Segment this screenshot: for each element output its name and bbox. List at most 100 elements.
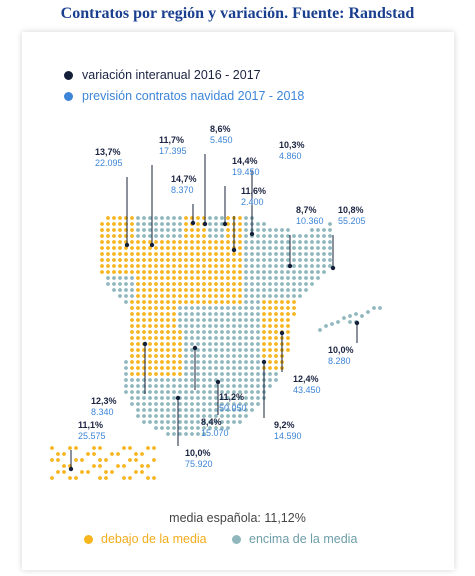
legend-above: encima de la media	[232, 532, 357, 546]
map-dot	[154, 354, 158, 358]
map-dot	[238, 378, 242, 382]
map-dot	[280, 300, 284, 304]
map-dot	[316, 252, 320, 256]
map-dot	[154, 360, 158, 364]
map-dot	[172, 234, 176, 238]
map-dot	[256, 270, 260, 274]
map-dot	[112, 276, 116, 280]
map-dot	[238, 420, 242, 424]
map-dot	[244, 240, 248, 244]
map-dot	[328, 246, 332, 250]
map-dot	[250, 342, 254, 346]
map-dot	[142, 288, 146, 292]
map-dot	[208, 234, 212, 238]
map-dot	[172, 216, 176, 220]
map-dot	[268, 318, 272, 322]
map-dot	[118, 294, 122, 298]
map-dot	[220, 228, 224, 232]
map-dot	[238, 342, 242, 346]
map-dot	[202, 342, 206, 346]
map-dot	[142, 282, 146, 286]
map-dot	[328, 264, 332, 268]
map-dot	[190, 414, 194, 418]
map-dot	[286, 252, 290, 256]
map-dot	[142, 402, 146, 406]
map-dot	[130, 300, 134, 304]
map-dot	[124, 282, 128, 286]
map-dot	[232, 420, 236, 424]
map-dot	[202, 270, 206, 274]
map-dot	[268, 342, 272, 346]
map-dot	[172, 414, 176, 418]
map-dot	[184, 300, 188, 304]
legend-variation-label: variación interanual 2016 - 2017	[82, 68, 261, 82]
map-dot	[154, 252, 158, 256]
map-dot	[214, 294, 218, 298]
map-dot	[208, 276, 212, 280]
map-dot	[190, 252, 194, 256]
region-variation-label: 14,7%	[171, 174, 197, 184]
map-dot	[202, 264, 206, 268]
map-dot	[178, 270, 182, 274]
map-dot	[130, 312, 134, 316]
map-dot	[160, 276, 164, 280]
map-dot	[268, 288, 272, 292]
map-dot	[268, 330, 272, 334]
map-dot	[130, 234, 134, 238]
map-dot	[178, 246, 182, 250]
map-dot	[208, 264, 212, 268]
region-forecast-label: 17.395	[159, 146, 187, 156]
map-dot	[292, 300, 296, 304]
map-dot	[172, 408, 176, 412]
map-dot	[220, 402, 224, 406]
map-dot	[298, 240, 302, 244]
region-forecast-label: 43.450	[293, 385, 321, 395]
map-dot	[310, 264, 314, 268]
map-dot	[124, 372, 128, 376]
map-dot	[160, 378, 164, 382]
map-dot	[244, 414, 248, 418]
map-dot	[190, 366, 194, 370]
map-dot	[160, 312, 164, 316]
map-dot	[130, 240, 134, 244]
map-dot	[220, 294, 224, 298]
map-dot	[118, 234, 122, 238]
map-dot	[208, 384, 212, 388]
map-dot	[256, 354, 260, 358]
map-dot	[142, 396, 146, 400]
map-dot	[202, 300, 206, 304]
map-dot	[178, 276, 182, 280]
map-dot	[130, 264, 134, 268]
map-dot	[184, 408, 188, 412]
map-dot	[286, 330, 290, 334]
map-dot	[244, 252, 248, 256]
map-dot	[256, 384, 260, 388]
map-dot	[292, 312, 296, 316]
pin-dot	[222, 221, 228, 227]
map-dot	[184, 396, 188, 400]
map-dot	[142, 222, 146, 226]
map-dot	[154, 372, 158, 376]
map-dot	[100, 270, 104, 274]
map-dot	[208, 270, 212, 274]
map-dot	[112, 240, 116, 244]
map-dot	[220, 372, 224, 376]
map-dot	[280, 228, 284, 232]
map-dot	[136, 282, 140, 286]
map-dot	[98, 464, 102, 468]
map-dot	[148, 276, 152, 280]
map-dot	[208, 240, 212, 244]
map-dot	[214, 402, 218, 406]
map-dot	[196, 324, 200, 328]
map-dot	[268, 300, 272, 304]
map-dot	[136, 330, 140, 334]
map-dot	[202, 252, 206, 256]
map-dot	[226, 414, 230, 418]
map-dot	[148, 360, 152, 364]
map-dot	[238, 330, 242, 334]
map-dot	[208, 336, 212, 340]
map-dot	[160, 336, 164, 340]
map-dot	[184, 384, 188, 388]
map-dot	[148, 282, 152, 286]
map-dot	[268, 378, 272, 382]
